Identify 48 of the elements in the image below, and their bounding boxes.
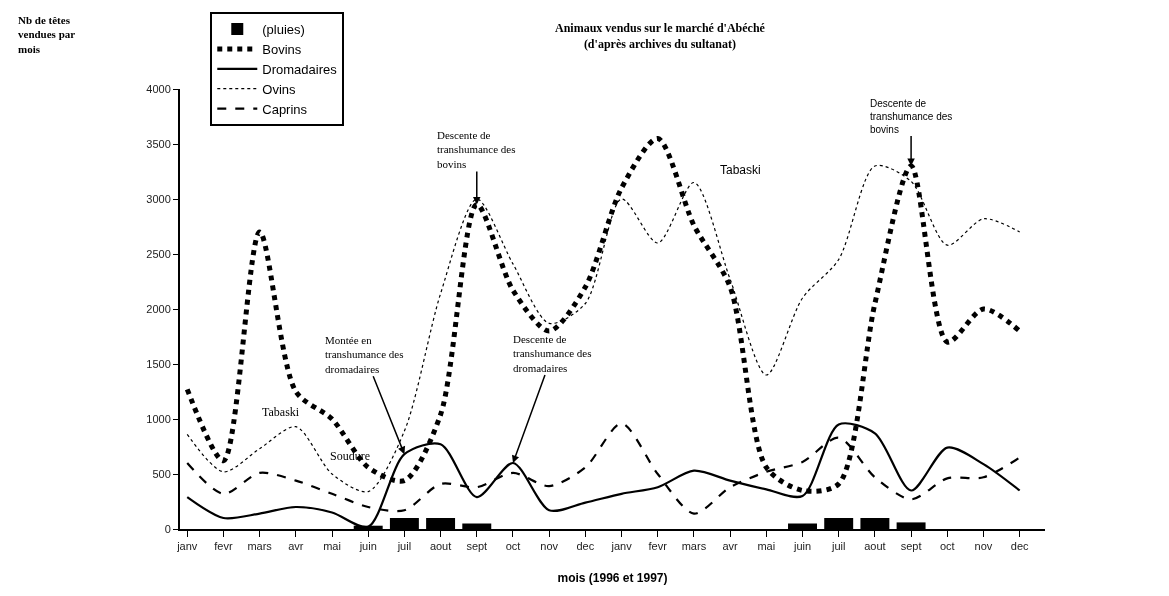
x-tick-label: avr [288,540,304,553]
y-tick-label: 2000 [146,302,171,315]
x-tick-label: juin [792,540,812,553]
x-tick-label: aout [864,540,886,553]
x-tick-label: oct [505,540,521,553]
x-tick-label: dec [576,540,595,553]
x-tick-label: aout [429,540,452,553]
annotation: Montée en transhumance des dromadaires [325,334,404,375]
x-tick-label: janv [610,540,633,553]
x-tick-label: mars [247,540,273,553]
y-tick-label: 4000 [146,82,171,95]
x-tick-label: nov [540,540,559,553]
y-tick-label: 3000 [146,192,171,205]
chart-title: Animaux vendus sur le marché d'Abéché [555,21,766,35]
x-tick-label: mai [757,540,776,553]
x-tick-label: juil [396,540,412,553]
y-tick-label: 0 [164,522,171,535]
x-tick-label: nov [974,540,993,553]
x-tick-label: fevr [648,540,668,553]
x-tick-label: fevr [214,540,233,553]
annotation: Tabaski [720,163,761,177]
x-tick-label: juil [830,540,846,553]
y-tick-label: 2500 [146,247,171,260]
legend-label: Dromadaires [262,61,338,77]
chart-subtitle: (d'après archives du sultanat) [583,36,737,51]
x-tick-label: juin [358,540,377,553]
legend-label: Caprins [262,101,308,117]
legend-label: Bovins [262,41,302,57]
x-tick-label: janv [176,540,198,553]
x-axis-title: mois (1996 et 1997) [557,570,668,585]
x-tick-label: sept [900,540,922,553]
annotation: Tabaski [262,405,300,419]
y-tick-label: 500 [152,467,171,480]
annotation: Descente de transhumance des bovins [870,98,953,135]
x-tick-label: oct [939,540,955,553]
annotation: Descente de transhumance des dromadaires [513,333,592,374]
y-tick-label: 1500 [146,357,171,370]
x-tick-label: dec [1010,540,1030,553]
x-tick-label: avr [722,540,739,553]
y-tick-label: 1000 [146,412,171,425]
x-tick-label: mars [681,540,707,553]
text: Nb de têtes vendues par mois [18,14,76,55]
annotation: Descente de transhumance des bovins [437,129,516,170]
x-tick-label: sept [466,540,488,553]
legend-label: (pluies) [262,22,305,38]
y-tick-label: 3500 [146,137,171,150]
legend-label: Ovins [262,81,296,97]
x-tick-label: mai [323,540,341,553]
